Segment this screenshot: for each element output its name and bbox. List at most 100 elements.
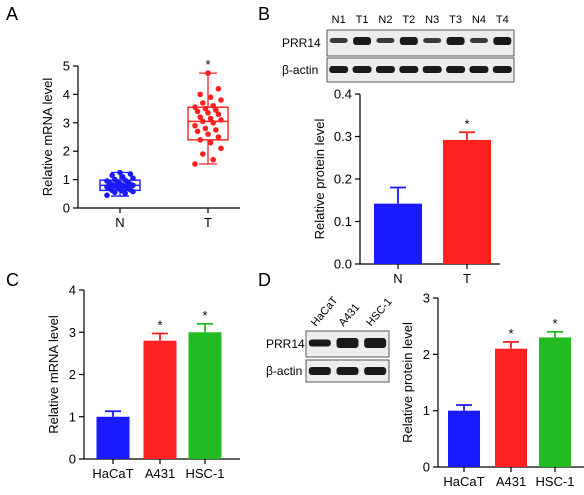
blot-b-lane-labels: N1 T1 N2 T2 N3 T3 N4 T4 bbox=[332, 14, 509, 26]
data-point bbox=[210, 120, 216, 126]
data-point bbox=[213, 107, 219, 113]
blot-d-band-prr14 bbox=[336, 338, 359, 348]
y-tick-label: 0.0 bbox=[334, 257, 352, 272]
bar bbox=[143, 340, 177, 459]
data-point bbox=[194, 128, 201, 135]
blot-d-row-label: β-actin bbox=[266, 364, 302, 378]
significance-star: * bbox=[202, 308, 207, 323]
x-tick-label: HaCaT bbox=[443, 474, 484, 489]
data-point bbox=[200, 118, 206, 125]
blot-b-lane-label: N2 bbox=[378, 14, 392, 26]
data-point bbox=[207, 115, 214, 122]
data-point bbox=[205, 70, 211, 76]
y-tick-label: 3 bbox=[423, 291, 430, 306]
y-tick-label: 3 bbox=[69, 325, 76, 340]
blot-b-band-prr14 bbox=[493, 37, 512, 45]
data-point bbox=[210, 102, 216, 109]
significance-star: * bbox=[464, 116, 469, 131]
chart-c-bar: 0 1 2 3 4 HaCaT A431 HSC-1 Relative mRNA level * * bbox=[46, 283, 240, 481]
data-point bbox=[197, 114, 203, 120]
y-tick-label: 3 bbox=[63, 115, 70, 130]
x-tick-label: A431 bbox=[145, 466, 175, 481]
y-tick-label: 0.1 bbox=[334, 214, 352, 229]
panel-letter-d: D bbox=[258, 270, 271, 290]
y-axis-title: Relative mRNA level bbox=[46, 315, 61, 434]
chart-b-bar: 0.0 0.1 0.2 0.3 0.4 N T Relative protein level * bbox=[312, 87, 500, 286]
western-blot-b: N1 T1 N2 T2 N3 T3 N4 T4 PRR14 β-actin bbox=[282, 14, 515, 83]
bar bbox=[448, 410, 480, 467]
x-tick-label: HaCaT bbox=[92, 466, 133, 481]
blot-b-band-prr14 bbox=[423, 38, 442, 43]
y-tick-label: 1 bbox=[423, 403, 430, 418]
data-point bbox=[104, 178, 110, 184]
chart-a-boxplot: 0 1 2 3 4 5 N T Relative mRNA level * bbox=[40, 57, 240, 230]
blot-b-band-prr14 bbox=[469, 38, 488, 43]
blot-b-band-actin bbox=[352, 66, 372, 73]
data-point bbox=[109, 172, 115, 179]
y-tick-label: 0.2 bbox=[334, 172, 352, 187]
blot-d-band-actin bbox=[364, 367, 387, 375]
chart-d-bar: 0 1 2 3 HaCaT A431 HSC-1 Relative protein level… bbox=[400, 291, 584, 489]
blot-b-lane-label: N3 bbox=[425, 14, 439, 26]
blot-d-lane-label: HaCaT bbox=[309, 294, 341, 329]
data-point bbox=[218, 97, 224, 103]
data-point bbox=[205, 110, 211, 116]
data-point bbox=[218, 145, 224, 152]
blot-d-band-prr14 bbox=[308, 339, 331, 347]
bar bbox=[539, 337, 571, 467]
data-point bbox=[192, 122, 198, 129]
y-tick-label: 2 bbox=[63, 144, 70, 159]
blot-b-band-actin bbox=[399, 66, 419, 73]
y-tick-label: 0.4 bbox=[334, 87, 352, 102]
blot-d-bands bbox=[305, 330, 390, 383]
blot-b-band-prr14 bbox=[399, 37, 418, 45]
blot-d-lane-label: HSC-1 bbox=[364, 296, 394, 329]
data-point bbox=[202, 105, 209, 112]
blot-b-lane-label: T3 bbox=[449, 14, 462, 26]
data-point bbox=[213, 127, 219, 133]
bar bbox=[495, 348, 527, 467]
blot-b-band-prr14 bbox=[353, 37, 372, 45]
blot-b-lane-label: N4 bbox=[472, 14, 486, 26]
data-point bbox=[200, 100, 206, 106]
data-point bbox=[215, 111, 222, 118]
y-axis-title: Relative mRNA level bbox=[40, 78, 55, 197]
data-point bbox=[119, 173, 126, 180]
y-tick-label: 4 bbox=[63, 87, 70, 102]
data-point bbox=[117, 169, 123, 176]
blot-b-lane-label: N1 bbox=[332, 14, 346, 26]
data-point bbox=[197, 91, 203, 98]
panel-letter-a: A bbox=[6, 4, 18, 24]
blot-d-band-actin bbox=[336, 367, 359, 375]
blot-b-lane-label: T2 bbox=[402, 14, 415, 26]
y-axis-title: Relative protein level bbox=[312, 119, 327, 240]
data-point bbox=[205, 131, 211, 137]
y-axis-title: Relative protein level bbox=[400, 322, 415, 443]
blot-b-lane-label: T4 bbox=[496, 14, 509, 26]
data-point bbox=[200, 151, 206, 157]
panel-letter-c: C bbox=[6, 270, 19, 290]
blot-b-band-actin bbox=[469, 66, 489, 73]
blot-b-band-actin bbox=[329, 66, 349, 73]
blot-d-row-labels: PRR14 β-actin bbox=[266, 337, 305, 378]
data-point bbox=[215, 85, 222, 92]
blot-b-lane-label: T1 bbox=[356, 14, 369, 26]
bar bbox=[188, 332, 222, 459]
data-point bbox=[130, 175, 136, 181]
y-tick-label: 0 bbox=[69, 452, 76, 467]
data-point bbox=[202, 125, 209, 132]
x-tick-label: T bbox=[204, 215, 212, 230]
significance-star: * bbox=[552, 316, 557, 331]
data-point bbox=[194, 108, 201, 115]
y-tick-label: 1 bbox=[69, 409, 76, 424]
blot-d-band-actin bbox=[308, 367, 331, 375]
x-tick-label: T bbox=[463, 271, 471, 286]
blot-b-band-prr14 bbox=[376, 38, 395, 43]
blot-b-band-prr14 bbox=[329, 38, 348, 43]
data-point bbox=[207, 139, 214, 146]
blot-b-band-actin bbox=[375, 66, 395, 73]
data-point bbox=[218, 117, 224, 123]
